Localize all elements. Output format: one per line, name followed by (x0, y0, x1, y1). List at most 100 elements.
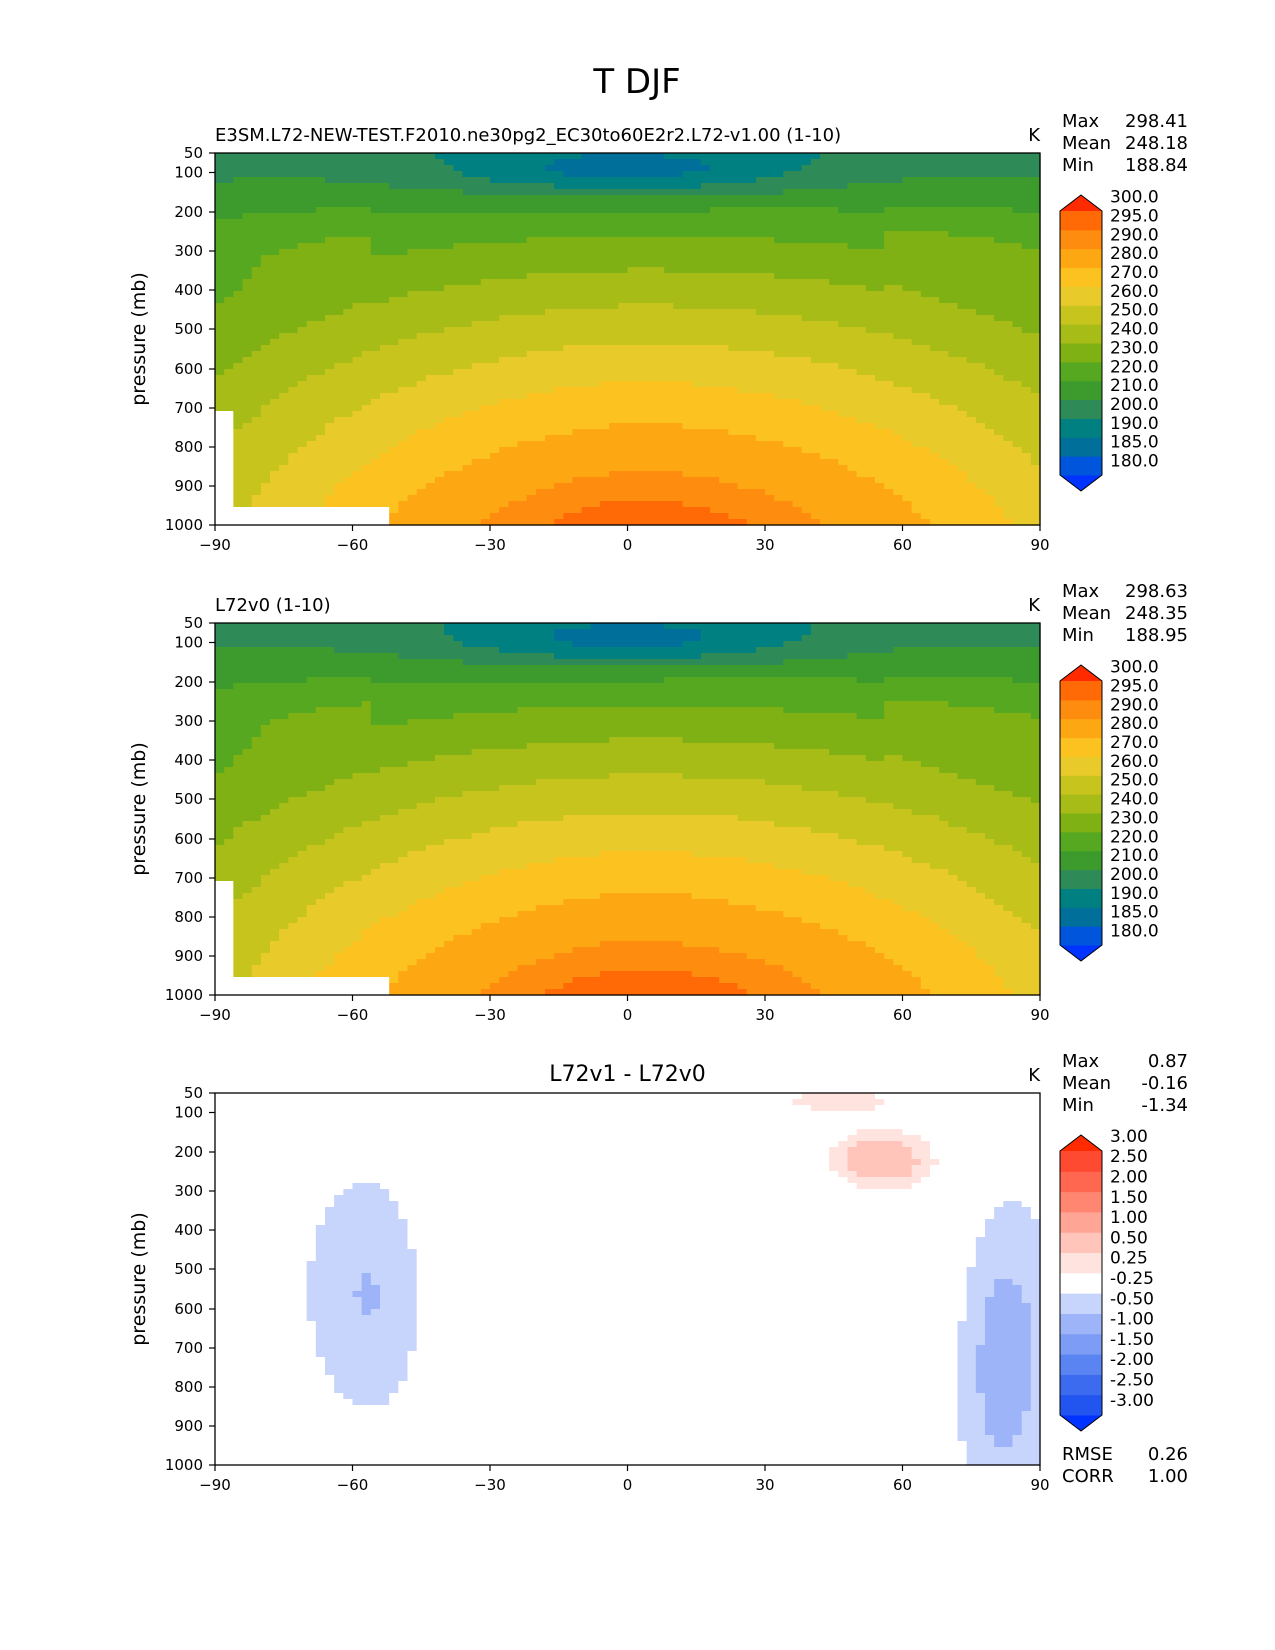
contour-band (948, 231, 1041, 238)
contour-band (480, 989, 546, 996)
contour-band (600, 893, 693, 900)
contour-band (471, 321, 839, 328)
contour-band (306, 791, 464, 798)
contour-band (435, 153, 583, 160)
contour-band (499, 647, 757, 654)
contour-band (1003, 507, 1041, 514)
contour-band (700, 159, 812, 166)
colorbar-label: -2.00 (1110, 1350, 1154, 1370)
colorbar-label: 185.0 (1110, 903, 1159, 923)
contour-band (1021, 1291, 1041, 1298)
contour-band (801, 507, 913, 514)
contour-band (893, 647, 1041, 654)
contour-band (370, 459, 473, 466)
contour-band (251, 501, 326, 508)
contour-band (985, 1327, 1032, 1334)
contour-band (985, 893, 1041, 900)
contour-band (251, 965, 326, 972)
contour-band (306, 1273, 363, 1280)
contour-band (728, 513, 812, 520)
contour-band (957, 773, 1041, 780)
x-tick-label: 30 (755, 1476, 774, 1494)
contour-band (215, 917, 234, 924)
contour-band (215, 345, 262, 352)
contour-band (856, 677, 885, 684)
contour-band (370, 1273, 418, 1280)
contour-band (215, 773, 354, 780)
contour-band (215, 1411, 959, 1418)
y-tick-label: 600 (174, 1300, 203, 1318)
contour-band (893, 381, 1023, 388)
contour-band (609, 471, 684, 478)
contour-band (755, 435, 904, 442)
contour-band (884, 845, 1014, 852)
contour-band (224, 369, 326, 376)
colorbar-segment (1060, 324, 1102, 344)
contour-band (233, 683, 1041, 690)
contour-band (1021, 243, 1041, 250)
contour-band (783, 965, 904, 972)
contour-band (471, 833, 839, 840)
contour-band (975, 1381, 1032, 1388)
contour-band (884, 677, 1014, 684)
contour-band (1030, 1207, 1041, 1214)
contour-band (453, 935, 849, 942)
contour-band (398, 1201, 1004, 1208)
contour-band (215, 1171, 839, 1178)
contour-band (517, 821, 775, 828)
y-tick-label: 600 (174, 830, 203, 848)
contour-band (820, 405, 959, 412)
colorbar-segment (1060, 737, 1102, 757)
contour-band (215, 309, 344, 316)
contour-band (361, 351, 528, 358)
contour-band (343, 1393, 390, 1400)
contour-band (545, 165, 711, 172)
contour-band (279, 935, 363, 942)
contour-band (774, 273, 1041, 280)
contour-band (682, 773, 959, 780)
contour-band (994, 971, 1041, 978)
contour-band (1003, 977, 1041, 984)
colorbar-label: 220.0 (1110, 357, 1159, 377)
contour-band (334, 363, 473, 370)
contour-band (1003, 1201, 1023, 1208)
contour-band (1012, 1279, 1041, 1286)
contour-band (407, 495, 528, 502)
contour-band (398, 809, 913, 816)
contour-band (453, 369, 858, 376)
contour-band (224, 839, 326, 846)
contour-band (407, 435, 546, 442)
contour-band (948, 459, 1032, 466)
contour-band (499, 399, 803, 406)
contour-band (517, 707, 784, 714)
contour-band (755, 309, 977, 316)
contour-band (829, 1165, 849, 1172)
contour-band (306, 1291, 354, 1298)
colorbar-label: 3.00 (1110, 1127, 1148, 1147)
contour-band (215, 1225, 317, 1232)
contour-band (260, 405, 363, 412)
stat-value: 188.95 (1125, 625, 1188, 646)
contour-band (215, 647, 335, 654)
contour-band (865, 941, 968, 948)
contour-band (801, 635, 1041, 642)
contour-band (416, 1303, 968, 1310)
contour-band (215, 875, 262, 882)
contour-band (911, 857, 1032, 864)
contour-band (215, 399, 271, 406)
contour-band (499, 507, 583, 514)
contour-band (856, 417, 977, 424)
contour-band (499, 977, 574, 984)
contour-band (865, 327, 1023, 334)
contour-band (746, 953, 885, 960)
contour-band (215, 1327, 317, 1334)
contour-band (233, 447, 299, 454)
contour-band (215, 1435, 959, 1442)
contour-band (957, 1345, 977, 1352)
contour-band (233, 423, 244, 430)
colorbar-label: 260.0 (1110, 752, 1159, 772)
contour-band (1021, 447, 1041, 454)
contour-band (407, 1363, 959, 1370)
contour-band (884, 1099, 1041, 1106)
